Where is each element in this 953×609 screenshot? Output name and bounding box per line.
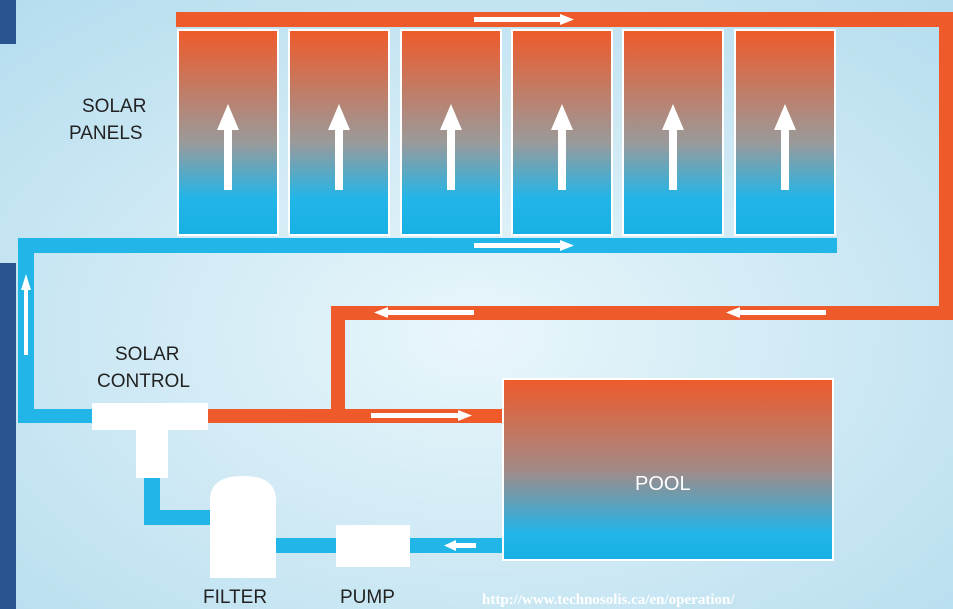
cold-pipe-control-drop bbox=[144, 470, 160, 522]
cold-water-pipes bbox=[18, 238, 837, 553]
source-url: http://www.technosolis.ca/en/operation/ bbox=[482, 592, 735, 608]
pool-tank bbox=[502, 378, 834, 561]
solar-panel bbox=[622, 29, 724, 236]
solar-panel bbox=[734, 29, 836, 236]
solar-control-label-line1: SOLAR bbox=[115, 344, 179, 365]
solar-panel bbox=[288, 29, 390, 236]
pump-label: PUMP bbox=[340, 587, 395, 608]
up-arrow-icon bbox=[551, 104, 573, 190]
up-arrow-icon bbox=[328, 104, 350, 190]
solar-control-label-line2: CONTROL bbox=[97, 371, 190, 392]
solar-panels-label-line2: PANELS bbox=[69, 123, 143, 144]
solar-panels bbox=[177, 29, 836, 236]
up-arrow-icon bbox=[21, 274, 31, 355]
hot-pipe-drop bbox=[331, 306, 345, 423]
flow-arrows bbox=[21, 14, 826, 551]
cold-pipe-to-filter bbox=[144, 510, 214, 525]
filter-label: FILTER bbox=[203, 587, 267, 608]
solar-panel bbox=[177, 29, 279, 236]
left-arrow-icon bbox=[374, 307, 474, 318]
left-arrow-icon bbox=[726, 307, 826, 318]
cold-pipe-filter-pump bbox=[276, 538, 338, 553]
hot-pipe-right-riser bbox=[939, 12, 953, 320]
hot-pipe-to-pool bbox=[206, 409, 504, 423]
frame-edge-left bbox=[0, 263, 16, 609]
hot-pipe-return bbox=[331, 306, 953, 320]
cold-pipe-header-left bbox=[18, 238, 188, 253]
solar-panel bbox=[400, 29, 502, 236]
up-arrow-icon bbox=[662, 104, 684, 190]
solar-panel bbox=[511, 29, 613, 236]
up-arrow-icon bbox=[217, 104, 239, 190]
up-arrow-icon bbox=[774, 104, 796, 190]
up-arrow-icon bbox=[440, 104, 462, 190]
pump-unit bbox=[336, 525, 410, 567]
cold-pipe-to-control bbox=[18, 409, 98, 423]
solar-control-valve bbox=[92, 403, 208, 478]
right-arrow-icon bbox=[474, 14, 574, 25]
right-arrow-icon bbox=[474, 240, 574, 251]
right-arrow-icon bbox=[371, 410, 472, 421]
pool-label: POOL bbox=[635, 473, 691, 495]
solar-panels-label-line1: SOLAR bbox=[82, 96, 146, 117]
left-arrow-icon bbox=[444, 540, 476, 551]
frame-edge-top bbox=[0, 0, 16, 44]
filter-unit bbox=[210, 476, 276, 578]
